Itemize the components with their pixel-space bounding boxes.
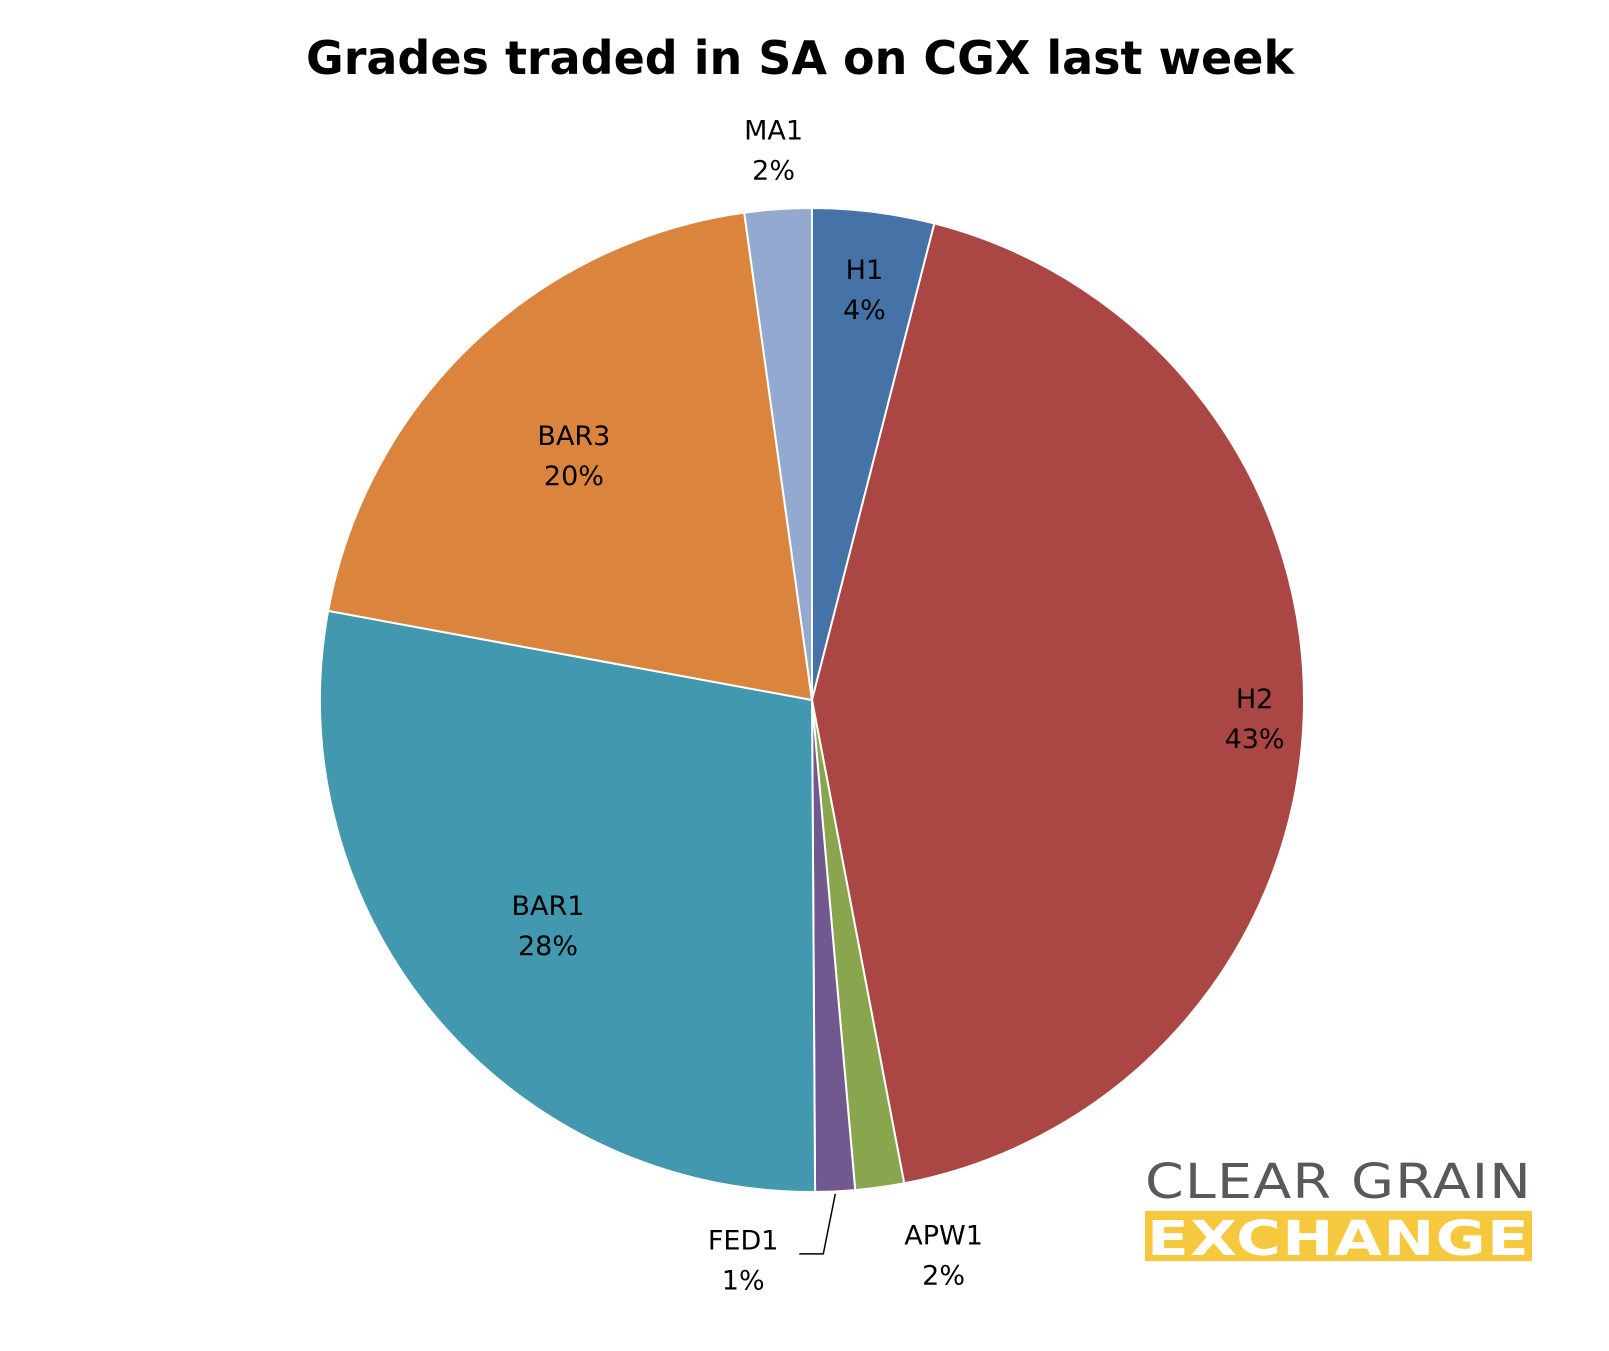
- slice-label-name-h2: H2: [1236, 684, 1273, 715]
- pie-slice-ma1: [743, 206, 813, 701]
- slice-label-percent-ma1: 2%: [752, 155, 795, 186]
- slice-label-percent-fed1: 1%: [722, 1265, 765, 1296]
- logo-band: [1145, 1211, 1532, 1261]
- leader-lines: [799, 1193, 837, 1255]
- pie-slices: [319, 206, 1305, 1193]
- logo-line-2: EXCHANGE: [1147, 1211, 1530, 1267]
- slice-label-percent-bar3: 20%: [544, 461, 604, 492]
- chart-title: Grades traded in SA on CGX last week: [306, 31, 1296, 85]
- slice-label-name-ma1: MA1: [744, 115, 803, 146]
- clear-grain-exchange-logo: CLEAR GRAIN EXCHANGE: [1145, 1154, 1532, 1267]
- slice-label-percent-bar1: 28%: [518, 931, 578, 962]
- pie-slice-bar3: [326, 211, 814, 702]
- slice-label-name-h1: H1: [846, 255, 883, 286]
- slice-label-name-bar3: BAR3: [537, 421, 610, 452]
- slice-label-percent-h1: 4%: [843, 295, 886, 326]
- slice-label-percent-h2: 43%: [1225, 724, 1285, 755]
- pie-slice-bar1: [319, 609, 817, 1193]
- leader-line-fed1: [799, 1193, 837, 1255]
- pie-slice-h2: [810, 222, 1305, 1185]
- slice-label-percent-apw1: 2%: [922, 1261, 965, 1292]
- slice-label-name-bar1: BAR1: [512, 891, 585, 922]
- slice-label-name-apw1: APW1: [904, 1221, 983, 1252]
- logo-line-1: CLEAR GRAIN: [1145, 1154, 1532, 1210]
- slice-labels: H1 4% H2 43% APW1 2% FED1 1% BAR1 28% BAR3 20% MA1 2%: [512, 115, 1285, 1296]
- slice-label-name-fed1: FED1: [708, 1225, 779, 1256]
